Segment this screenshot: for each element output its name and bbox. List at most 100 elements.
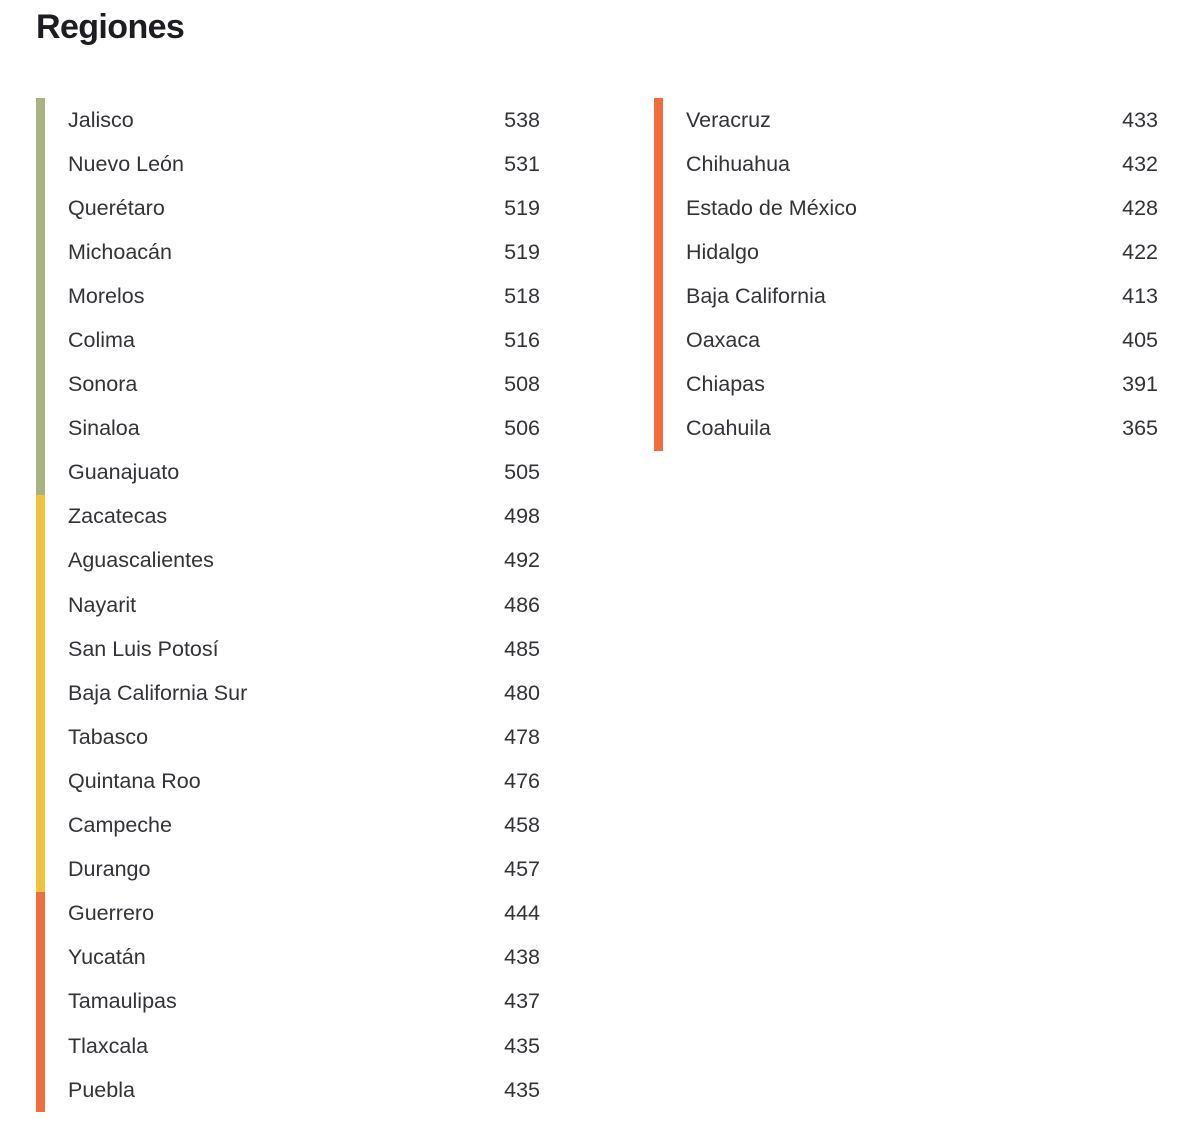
color-band-orange-bar bbox=[654, 98, 663, 451]
region-row: Campeche 458 bbox=[68, 804, 540, 848]
color-band-orange-bar bbox=[36, 891, 45, 1113]
region-row: Guanajuato 505 bbox=[68, 451, 540, 495]
region-row: Aguascalientes 492 bbox=[68, 539, 540, 583]
region-name: Sonora bbox=[68, 372, 138, 397]
region-score: 437 bbox=[504, 989, 540, 1014]
region-row: Tamaulipas 437 bbox=[68, 980, 540, 1024]
region-row: Chiapas 391 bbox=[686, 363, 1158, 407]
region-score: 422 bbox=[1122, 239, 1158, 264]
region-row: Morelos 518 bbox=[68, 274, 540, 318]
region-name: Campeche bbox=[68, 813, 172, 838]
region-score: 413 bbox=[1122, 283, 1158, 308]
region-name: Baja California Sur bbox=[68, 680, 248, 705]
color-band-yellow-bar bbox=[36, 494, 45, 892]
region-name: Aguascalientes bbox=[68, 548, 214, 573]
region-row: Veracruz 433 bbox=[686, 98, 1158, 142]
region-name: Quintana Roo bbox=[68, 768, 201, 793]
region-name: Tamaulipas bbox=[68, 989, 177, 1014]
region-score: 519 bbox=[504, 195, 540, 220]
region-name: Zacatecas bbox=[68, 504, 168, 529]
region-row: Durango 457 bbox=[68, 848, 540, 892]
color-band-green-bar bbox=[36, 98, 45, 495]
region-name: San Luis Potosí bbox=[68, 636, 219, 661]
region-row: Oaxaca 405 bbox=[686, 318, 1158, 362]
region-name: Chiapas bbox=[686, 372, 765, 397]
region-row: Baja California 413 bbox=[686, 274, 1158, 318]
region-score: 428 bbox=[1122, 195, 1158, 220]
region-score: 486 bbox=[504, 592, 540, 617]
region-rows: Zacatecas 498 Aguascalientes 492 Nayarit 486 S… bbox=[68, 495, 540, 892]
region-row: Puebla 435 bbox=[68, 1068, 540, 1112]
region-row: Estado de México 428 bbox=[686, 186, 1158, 230]
score-band-group: Guerrero 444 Yucatán 438 Tamaulipas 437 Tlaxca… bbox=[36, 891, 540, 1113]
score-band-group: Veracruz 433 Chihuahua 432 Estado de México 4… bbox=[654, 98, 1158, 451]
region-name: Yucatán bbox=[68, 945, 146, 970]
region-row: San Luis Potosí 485 bbox=[68, 627, 540, 671]
region-score: 405 bbox=[1122, 328, 1158, 353]
region-name: Durango bbox=[68, 857, 151, 882]
region-row: Jalisco 538 bbox=[68, 98, 540, 142]
region-name: Sinaloa bbox=[68, 416, 140, 441]
region-name: Michoacán bbox=[68, 239, 172, 264]
region-name: Tlaxcala bbox=[68, 1033, 149, 1058]
region-row: Guerrero 444 bbox=[68, 892, 540, 936]
region-name: Chihuahua bbox=[686, 151, 791, 176]
region-score: 505 bbox=[504, 460, 540, 485]
region-name: Tabasco bbox=[68, 724, 149, 749]
region-row: Nuevo León 531 bbox=[68, 142, 540, 186]
region-name: Nayarit bbox=[68, 592, 137, 617]
page-title: Regiones bbox=[36, 8, 185, 46]
region-row: Quintana Roo 476 bbox=[68, 759, 540, 803]
regions-column-left: Jalisco 538 Nuevo León 531 Querétaro 519 Micho… bbox=[36, 98, 540, 1113]
region-score: 365 bbox=[1122, 416, 1158, 441]
region-score: 432 bbox=[1122, 151, 1158, 176]
region-score: 508 bbox=[504, 372, 540, 397]
region-score: 492 bbox=[504, 548, 540, 573]
regions-column-right: Veracruz 433 Chihuahua 432 Estado de México 4… bbox=[654, 98, 1158, 451]
region-name: Morelos bbox=[68, 283, 145, 308]
region-row: Sinaloa 506 bbox=[68, 407, 540, 451]
region-score: 444 bbox=[504, 901, 540, 926]
region-row: Nayarit 486 bbox=[68, 583, 540, 627]
region-name: Querétaro bbox=[68, 195, 165, 220]
region-name: Guanajuato bbox=[68, 460, 180, 485]
region-score: 478 bbox=[504, 724, 540, 749]
region-row: Colima 516 bbox=[68, 318, 540, 362]
region-score: 538 bbox=[504, 107, 540, 132]
region-row: Coahuila 365 bbox=[686, 407, 1158, 451]
region-name: Veracruz bbox=[686, 107, 771, 132]
region-row: Tabasco 478 bbox=[68, 715, 540, 759]
region-score: 518 bbox=[504, 283, 540, 308]
region-row: Michoacán 519 bbox=[68, 230, 540, 274]
region-name: Oaxaca bbox=[686, 328, 761, 353]
region-name: Baja California bbox=[686, 283, 826, 308]
region-score: 498 bbox=[504, 504, 540, 529]
region-score: 458 bbox=[504, 813, 540, 838]
region-rows: Jalisco 538 Nuevo León 531 Querétaro 519 Micho… bbox=[68, 98, 540, 495]
region-name: Estado de México bbox=[686, 195, 857, 220]
region-name: Puebla bbox=[68, 1077, 135, 1102]
region-name: Jalisco bbox=[68, 107, 134, 132]
region-score: 480 bbox=[504, 680, 540, 705]
region-score: 457 bbox=[504, 857, 540, 882]
score-band-group: Jalisco 538 Nuevo León 531 Querétaro 519 Micho… bbox=[36, 98, 540, 495]
region-score: 516 bbox=[504, 328, 540, 353]
region-rows: Guerrero 444 Yucatán 438 Tamaulipas 437 Tlaxca… bbox=[68, 892, 540, 1112]
region-rows: Veracruz 433 Chihuahua 432 Estado de México 4… bbox=[686, 98, 1158, 451]
region-name: Hidalgo bbox=[686, 239, 759, 264]
score-band-group: Zacatecas 498 Aguascalientes 492 Nayarit 486 S… bbox=[36, 494, 540, 892]
region-score: 519 bbox=[504, 239, 540, 264]
region-row: Baja California Sur 480 bbox=[68, 671, 540, 715]
region-row: Yucatán 438 bbox=[68, 936, 540, 980]
region-row: Tlaxcala 435 bbox=[68, 1024, 540, 1068]
region-row: Chihuahua 432 bbox=[686, 142, 1158, 186]
region-score: 435 bbox=[504, 1077, 540, 1102]
region-row: Sonora 508 bbox=[68, 363, 540, 407]
region-score: 531 bbox=[504, 151, 540, 176]
region-score: 435 bbox=[504, 1033, 540, 1058]
region-name: Coahuila bbox=[686, 416, 771, 441]
region-name: Guerrero bbox=[68, 901, 155, 926]
region-score: 476 bbox=[504, 768, 540, 793]
region-score: 485 bbox=[504, 636, 540, 661]
